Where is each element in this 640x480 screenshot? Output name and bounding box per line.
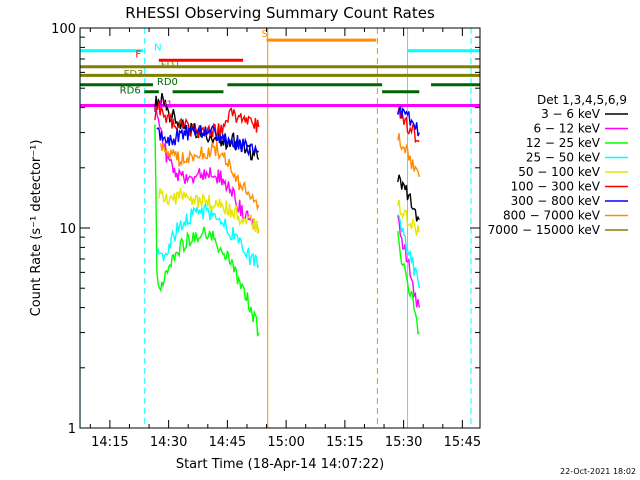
x-tick-label: 14:45: [209, 435, 246, 450]
x-tick-label: 15:00: [267, 435, 304, 450]
chart-title: RHESSI Observing Summary Count Rates: [125, 4, 435, 22]
plot-area: N F FD1 FD3 RD0 RD6 D1 S: [79, 28, 480, 428]
legend-entry-label: 7000 − 15000 keV: [488, 223, 601, 237]
flag-label-f: F: [135, 50, 141, 61]
series-4-segment-0: [158, 187, 260, 234]
y-tick-label: 10: [59, 222, 76, 237]
series-7-segment-1: [397, 133, 420, 178]
series-3-segment-1: [397, 214, 420, 289]
flag-label-rd6: RD6: [120, 86, 141, 97]
x-tick-label: 14:30: [150, 435, 187, 450]
axes: 14:15 14:30 14:45 15:00 15:15 15:30 15:45 1 10 10…: [51, 22, 481, 450]
x-tick-label: 15:45: [444, 435, 481, 450]
flag-label-fd3: FD3: [124, 69, 144, 80]
series-6-segment-1: [397, 105, 420, 137]
y-tick-label: 1: [68, 422, 76, 437]
series-5-segment-0: [154, 101, 260, 139]
series-0-segment-1: [397, 174, 420, 222]
series-4-segment-1: [397, 199, 420, 236]
series-2-segment-1: [397, 231, 420, 335]
legend-entry-label: 12 − 25 keV: [526, 136, 601, 150]
y-tick-label: 100: [51, 22, 76, 37]
x-tick-label: 15:30: [385, 435, 422, 450]
legend-entry-label: 50 − 100 keV: [518, 165, 601, 179]
series-3-segment-0: [156, 202, 260, 270]
series-1-segment-0: [154, 106, 260, 233]
flag-label-n: N: [154, 43, 161, 54]
flag-label-s: S: [261, 29, 267, 40]
legend-entry-label: 6 − 12 keV: [533, 122, 600, 136]
legend-entry-label: 800 − 7000 keV: [503, 209, 601, 223]
x-axis-label: Start Time (18-Apr-14 14:07:22): [176, 457, 384, 472]
x-tick-label: 15:15: [326, 435, 363, 450]
flag-label-d1: D1: [159, 100, 173, 111]
x-tick-label: 14:15: [91, 435, 128, 450]
date-stamp: 22-Oct-2021 18:02: [560, 467, 636, 476]
flag-label-rd0: RD0: [157, 77, 178, 88]
legend-entry-label: 3 − 6 keV: [541, 107, 601, 121]
series-7-segment-0: [160, 141, 260, 212]
series-2-segment-0: [154, 124, 260, 337]
series-6-segment-0: [156, 124, 260, 157]
legend-title: Det 1,3,4,5,6,9: [537, 93, 627, 107]
legend-entry-label: 25 − 50 keV: [526, 151, 601, 165]
legend-entry-label: 100 − 300 keV: [511, 180, 601, 194]
y-axis-label: Count Rate (s⁻¹ detector⁻¹): [29, 140, 44, 317]
legend-entry-label: 300 − 800 keV: [511, 194, 601, 208]
series-1-segment-1: [397, 215, 420, 308]
flag-label-fd1: FD1: [161, 60, 181, 71]
